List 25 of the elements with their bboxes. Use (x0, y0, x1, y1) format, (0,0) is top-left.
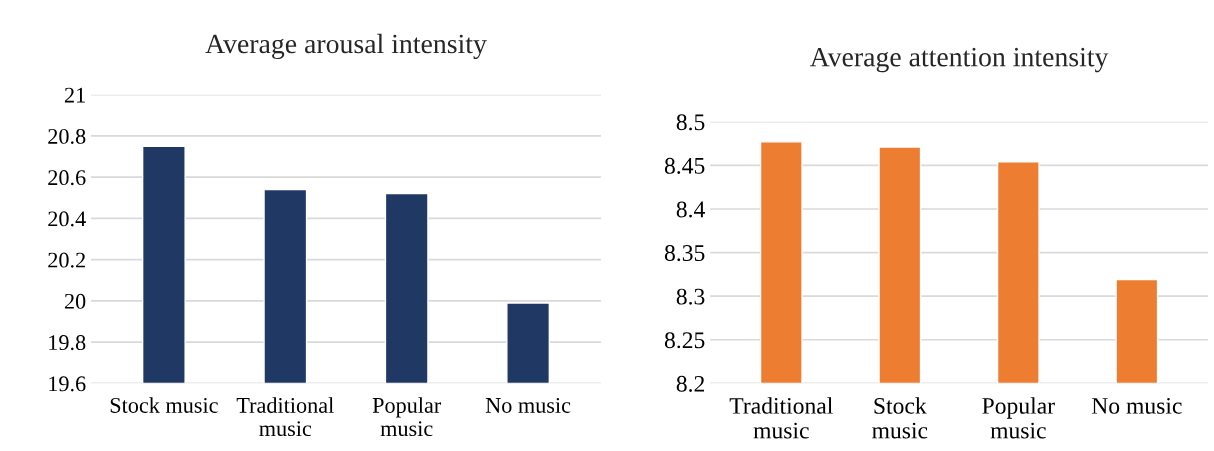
y-tick-label: 20 (64, 293, 86, 309)
x-tick-label: No music (1091, 397, 1182, 414)
chart-title: Average attention intensity (809, 47, 1109, 73)
x-tick-label: Popular music (372, 397, 442, 437)
y-tick-label: 8.5 (676, 114, 705, 131)
y-tick-label: 8.4 (676, 201, 705, 218)
y-tick-label: 8.35 (664, 245, 705, 262)
x-tick-label: Stock music (872, 397, 928, 439)
y-tick-label: 20.4 (48, 211, 86, 227)
y-tick-label: 19.8 (49, 335, 86, 351)
y-tick-label: 8.25 (664, 332, 705, 349)
y-tick-label: 8.2 (676, 375, 705, 392)
x-tick-label: Stock music (110, 397, 218, 413)
y-tick-label: 20.2 (48, 252, 85, 268)
y-tick-label: 20.6 (48, 170, 86, 186)
y-tick-label: 8.3 (676, 288, 705, 305)
x-tick-label: Traditional music (729, 397, 833, 439)
y-tick-label: 21 (64, 87, 85, 103)
y-tick-label: 20.8 (48, 128, 86, 144)
x-tick-label: No music (485, 397, 571, 413)
y-tick-label: 8.45 (664, 157, 705, 174)
x-tick-label: Traditional music (236, 397, 334, 437)
x-tick-label: Popular music (982, 397, 1055, 439)
chart-title: Average arousal intensity (205, 33, 487, 60)
y-tick-label: 19.6 (49, 376, 86, 392)
